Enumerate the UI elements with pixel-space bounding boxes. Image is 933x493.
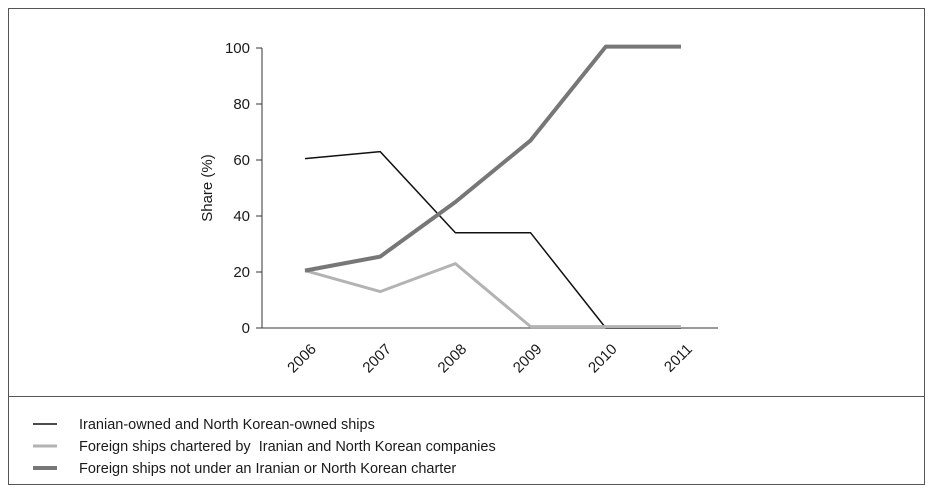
- y-tick-label: 40: [233, 208, 250, 225]
- x-tick-label: 2011: [661, 341, 696, 376]
- y-ticks: 0 20 40 60 80 100: [225, 40, 262, 337]
- series-line-2: [304, 262, 681, 329]
- x-tick-label: 2006: [284, 341, 320, 377]
- y-tick-label: 0: [242, 320, 250, 337]
- legend-label: Iranian-owned and North Korean-owned shi…: [79, 417, 375, 433]
- x-tick-label: 2007: [359, 341, 395, 377]
- series-line-1: [304, 150, 681, 329]
- y-axis-label: Share (%): [199, 154, 216, 222]
- axes: [261, 48, 718, 329]
- legend-label: Foreign ships chartered by Iranian and N…: [79, 439, 496, 455]
- y-tick-label: 100: [225, 40, 250, 57]
- series-lines: [304, 44, 681, 329]
- series-line-3: [304, 44, 681, 273]
- legend: Iranian-owned and North Korean-owned shi…: [33, 417, 496, 477]
- x-tick-label: 2008: [435, 341, 471, 377]
- y-tick-label: 60: [233, 152, 250, 169]
- y-tick-label: 80: [233, 96, 250, 113]
- y-tick-label: 20: [233, 264, 250, 281]
- x-ticks: 2006 2007 2008 2009 2010 2011: [284, 341, 696, 377]
- x-tick-label: 2009: [510, 341, 546, 377]
- x-tick-label: 2010: [585, 341, 621, 377]
- legend-label: Foreign ships not under an Iranian or No…: [79, 461, 456, 477]
- chart-frame: [8, 8, 925, 485]
